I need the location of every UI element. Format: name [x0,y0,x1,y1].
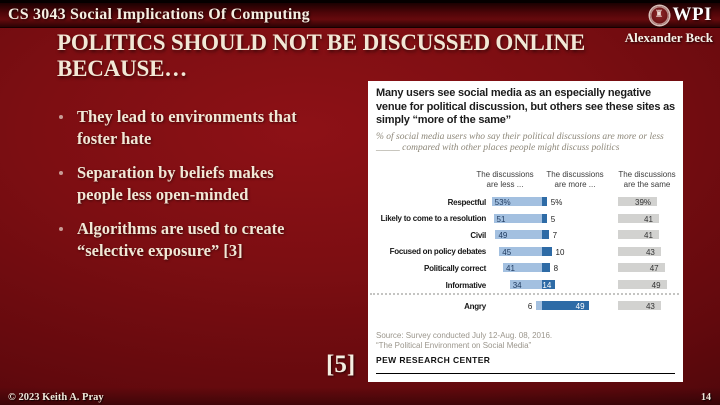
bar-less [503,263,542,273]
citation-reference: [5] [326,351,356,378]
column-header: The discussions are less ... [476,170,534,189]
bar-same [618,280,667,289]
chart-brand: PEW RESEARCH CENTER [376,355,491,365]
bar-less [495,230,542,240]
wpi-seal-icon: ♜ [649,5,669,25]
chart-source-line1: Source: Survey conducted July 12-Aug. 08… [376,331,553,340]
wpi-logo-text: WPI [672,4,712,25]
bar-same [618,263,665,273]
list-item: Algorithms are used to create “selective… [57,218,315,261]
column-header: The discussions are the same [618,170,676,189]
bar-same [618,213,659,223]
bullet-text: Algorithms are used to create “selective… [77,219,285,260]
bar-same-value: 43 [645,302,655,311]
bullet-text: Separation by beliefs makes people less … [77,163,274,204]
row-label: Focused on policy debates [389,247,487,257]
copyright-text: © 2023 Keith A. Pray [8,392,104,403]
bullet-icon [59,115,63,119]
column-header: The discussions are more ... [546,170,604,189]
bar-more [542,246,552,256]
bullet-list: They lead to environments that foster ha… [57,106,315,274]
bar-less [499,246,542,256]
bullet-icon [59,227,63,231]
chart-subtitle: % of social media users who say their po… [376,132,676,154]
bar-more-value: 14 [542,281,552,290]
chart-source-line2: “The Political Environment on Social Med… [376,341,532,350]
bar-less-value: 41 [506,264,515,274]
bar-less [536,301,542,310]
slide-title: POLITICS SHOULD NOT BE DISCUSSED ONLINE … [57,30,585,82]
bar-more-value: 7 [552,231,558,241]
bar-more-value: 5 [550,214,556,224]
slide-header: CS 3043 Social Implications Of Computing… [0,3,720,28]
top-border-strip [0,0,720,3]
author-name: Alexander Beck [624,30,713,45]
course-title: CS 3043 Social Implications Of Computing [8,6,310,23]
bar-same-value: 41 [644,231,653,241]
bullet-icon [59,171,63,175]
bar-more-value: 10 [555,247,565,257]
bar-less [493,213,542,223]
pew-chart-image: Many users see social media as an especi… [368,81,683,382]
row-label: Angry [464,301,486,311]
separator-dotted [370,293,679,295]
bar-same [618,197,658,206]
page-number: 14 [701,392,711,403]
bar-same-value: 41 [644,214,653,224]
bar-same-value: 43 [645,247,655,257]
chart-subtitle-line2: _____ compared with other places people … [376,143,620,153]
row-label: Respectful [447,197,487,207]
bar-more-value: 49 [575,302,585,311]
bar-more-value: 8 [553,264,559,274]
list-item: They lead to environments that foster ha… [57,106,315,149]
bar-more [542,280,556,289]
bar-more [542,213,547,223]
bar-same-value: 47 [649,264,659,274]
bar-more [542,197,547,206]
row-label: Likely to come to a resolution [380,214,487,224]
list-item: Separation by beliefs makes people less … [57,162,315,205]
bar-more [542,263,550,273]
row-label: Informative [445,280,487,290]
slide-title-line2: BECAUSE… [57,56,188,81]
bar-more-value: 5% [550,198,563,207]
chart-source: Source: Survey conducted July 12-Aug. 08… [376,331,676,351]
bar-same-value: 49 [651,281,661,290]
bar-less-value: 45 [502,247,512,257]
bar-less [491,197,542,206]
bar-same [618,246,661,256]
bullet-text: They lead to environments that foster ha… [77,107,297,148]
row-label: Politically correct [424,263,486,273]
chart-title: Many users see social media as an especi… [376,87,675,126]
chart-subtitle-line1: % of social media users who say their po… [376,132,664,142]
bar-more [542,230,549,240]
bar-same-value: 39% [635,198,652,207]
bar-less [509,280,542,289]
row-label: Civil [470,230,486,240]
chart-plot: Many users see social media as an especi… [368,81,683,382]
bar-less-value: 34 [512,281,522,290]
bar-less-value: 6 [527,302,533,311]
bar-same [618,230,659,240]
bar-same [618,301,661,310]
slide-footer [0,387,720,405]
bar-less-value: 49 [498,231,508,241]
bar-more [542,301,589,310]
wpi-logo: ♜ WPI [649,4,720,26]
bar-less-value: 51 [496,214,506,224]
bar-less-value: 53% [494,198,511,207]
slide-title-line1: POLITICS SHOULD NOT BE DISCUSSED ONLINE [57,30,585,55]
chart-bottom-rule [376,373,675,374]
